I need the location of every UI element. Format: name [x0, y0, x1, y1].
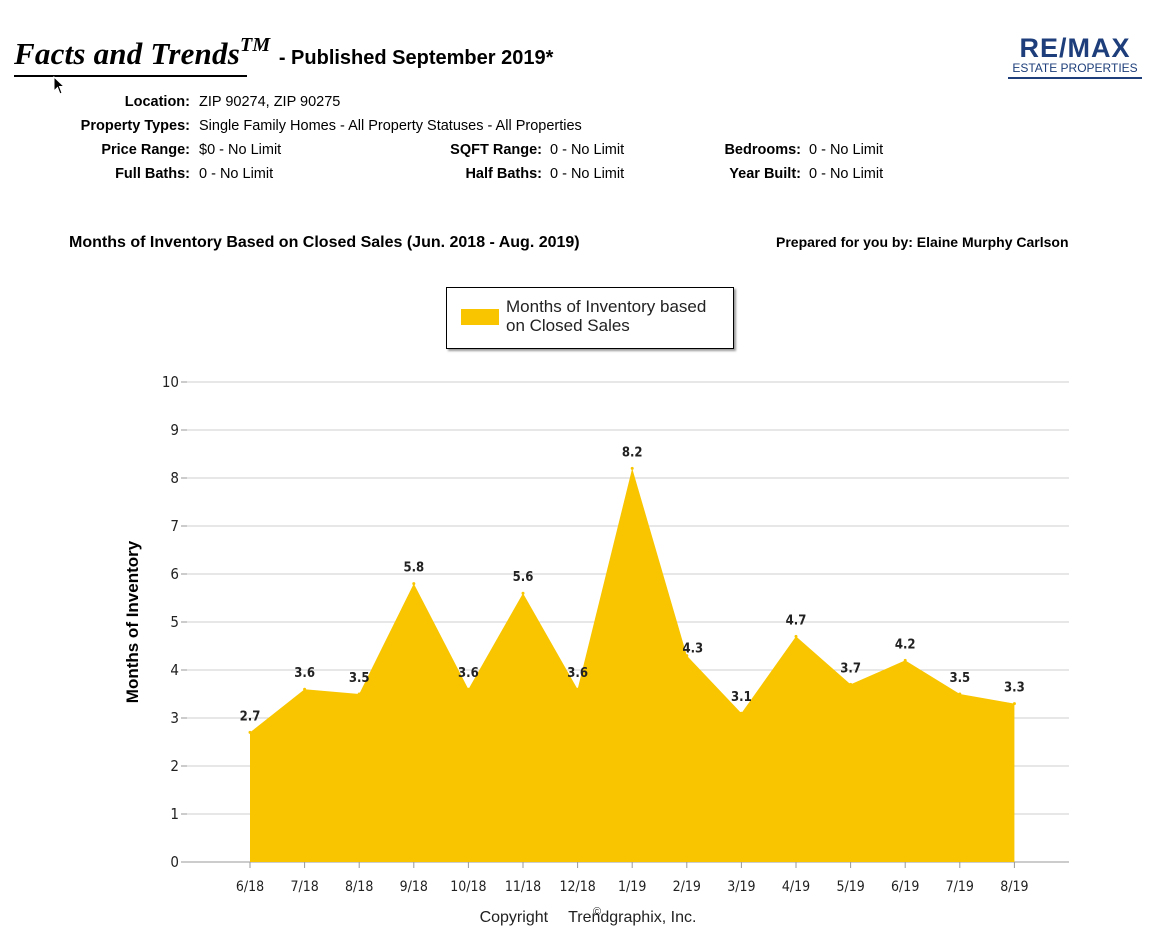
logo-subtitle: ESTATE PROPERTIES	[1008, 62, 1142, 79]
data-label: 4.3	[682, 642, 703, 657]
x-tick-label: 7/19	[946, 879, 974, 895]
data-point	[958, 692, 962, 696]
logo-wordmark: RE/MAX	[1019, 33, 1131, 63]
data-point	[685, 654, 689, 658]
year-built-label: Year Built:	[729, 166, 801, 182]
brand-name: Facts and TrendsTM	[14, 34, 271, 71]
x-tick-label: 2/19	[673, 879, 701, 895]
location-value: ZIP 90274, ZIP 90275	[199, 94, 341, 110]
property-types-value: Single Family Homes - All Property Statu…	[199, 118, 582, 134]
mouse-cursor-icon	[53, 76, 65, 95]
y-tick-label: 3	[170, 709, 179, 727]
copyright-symbol: ©	[593, 906, 602, 918]
half-baths-value: 0 - No Limit	[550, 166, 625, 182]
x-tick-label: 1/19	[618, 879, 646, 895]
x-tick-label: 3/19	[727, 879, 755, 895]
copyright-prefix: Copyright	[479, 909, 549, 926]
x-tick-label: 9/18	[400, 879, 428, 895]
x-tick-label: 11/18	[505, 879, 541, 895]
y-axis-title: Months of Inventory	[123, 540, 142, 703]
y-tick-label: 6	[170, 565, 179, 583]
data-label: 5.6	[513, 570, 534, 585]
data-label: 8.2	[622, 445, 643, 460]
data-point	[576, 687, 580, 691]
x-tick-label: 8/18	[345, 879, 373, 895]
series-area	[250, 468, 1015, 862]
data-label: 5.8	[403, 561, 424, 576]
data-label: 4.2	[895, 637, 916, 652]
data-point	[1012, 702, 1016, 706]
copyright-footer: Copyright © Trendgraphix, Inc.	[0, 906, 1176, 927]
data-point	[630, 466, 634, 470]
data-point	[903, 658, 907, 662]
data-point	[794, 634, 798, 638]
x-tick-label: 6/19	[891, 879, 919, 895]
report-title: Facts and TrendsTM - Published September…	[14, 34, 553, 72]
year-built-value: 0 - No Limit	[809, 166, 884, 182]
sqft-range-value: 0 - No Limit	[550, 142, 625, 158]
location-label: Location:	[124, 94, 190, 110]
x-tick-label: 10/18	[450, 879, 486, 895]
half-baths-label: Half Baths:	[465, 166, 542, 182]
x-tick-label: 7/18	[290, 879, 318, 895]
data-point	[739, 711, 743, 715]
data-point	[849, 682, 853, 686]
sqft-range-label: SQFT Range:	[450, 142, 542, 158]
trademark: TM	[239, 34, 271, 56]
data-label: 2.7	[240, 709, 261, 724]
y-tick-label: 8	[170, 469, 179, 487]
x-tick-label: 5/19	[836, 879, 864, 895]
bedrooms-label: Bedrooms:	[724, 142, 801, 158]
x-tick-label: 4/19	[782, 879, 810, 895]
data-point	[303, 687, 307, 691]
data-label: 3.1	[731, 690, 752, 705]
data-point	[466, 687, 470, 691]
x-tick-label: 6/18	[236, 879, 264, 895]
data-label: 4.7	[786, 613, 807, 628]
data-point	[521, 591, 525, 595]
y-tick-label: 0	[170, 853, 179, 871]
y-tick-label: 5	[170, 613, 179, 631]
full-baths-label: Full Baths:	[115, 166, 190, 182]
x-tick-label: 12/18	[559, 879, 595, 895]
y-tick-label: 4	[170, 661, 179, 679]
data-label: 3.6	[294, 666, 315, 681]
chart-legend: Months of Inventory based on Closed Sale…	[446, 287, 734, 349]
data-label: 3.7	[840, 661, 861, 676]
y-tick-label: 10	[162, 373, 179, 391]
data-label: 3.3	[1004, 681, 1025, 696]
chart-title: Months of Inventory Based on Closed Sale…	[69, 234, 580, 251]
prepared-by: Prepared for you by: Elaine Murphy Carls…	[776, 234, 1069, 250]
data-point	[357, 692, 361, 696]
data-label: 3.5	[349, 671, 370, 686]
title-underline	[14, 75, 247, 77]
published-date: - Published September 2019*	[278, 47, 554, 69]
data-label: 3.6	[567, 666, 588, 681]
data-label: 3.6	[458, 666, 479, 681]
data-point	[412, 582, 416, 586]
full-baths-value: 0 - No Limit	[199, 166, 274, 182]
y-tick-label: 1	[170, 805, 179, 823]
price-range-label: Price Range:	[101, 142, 190, 158]
data-label: 3.5	[949, 671, 970, 686]
x-tick-label: 8/19	[1000, 879, 1028, 895]
remax-logo: RE/MAX ESTATE PROPERTIES	[1008, 34, 1142, 79]
price-range-value: $0 - No Limit	[199, 142, 282, 158]
bedrooms-value: 0 - No Limit	[809, 142, 884, 158]
copyright-owner: Trendgraphix, Inc.	[568, 909, 697, 926]
legend-label: Months of Inventory based on Closed Sale…	[506, 297, 707, 335]
legend-swatch	[461, 309, 499, 325]
y-tick-label: 9	[170, 421, 179, 439]
y-tick-label: 2	[170, 757, 179, 775]
data-point	[248, 730, 252, 734]
property-types-label: Property Types:	[80, 118, 190, 134]
y-tick-label: 7	[170, 517, 179, 535]
